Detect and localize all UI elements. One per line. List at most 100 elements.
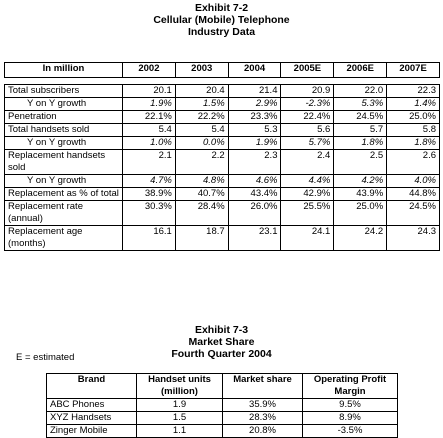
row-label: Replacement rate (annual) [4,200,123,226]
value-cell: 24.5% [386,200,440,226]
note: E = estimated [16,352,75,363]
value-cell: 44.8% [386,187,440,201]
value-cell: 30.3% [122,200,176,226]
value-cell: 2.2 [174,149,229,175]
data-row: Penetration 22.1% 22.2% 23.3% 22.4% 24.5% 25.0… [4,110,440,124]
value-cell: 20.8% [222,424,303,438]
spacer-row [4,77,440,85]
header-row: Brand Handset units (million) Market share… [46,373,398,399]
row-label: Total subscribers [4,84,123,98]
value-cell: 2.1 [122,149,176,175]
data-row: ABC Phones 1.9 35.9% 9.5% [46,398,398,412]
value-cell: 43.4% [227,187,282,201]
spacer-cell [122,77,176,85]
row-label: Replacement handsets sold [4,149,123,175]
value-cell: 9.5% [302,398,398,412]
value-cell: 1.9% [227,136,282,150]
value-cell: 1.8% [333,136,388,150]
data-row: Total handsets sold 5.4 5.4 5.3 5.6 5.7 5.8 [4,123,440,137]
subtitle: Cellular (Mobile) Telephone [153,14,290,26]
value-cell: 5.3% [333,97,388,111]
exhibit-heading: Exhibit 7-3 Market Share Fourth Quarter … [0,324,443,360]
row-label: Y on Y growth [4,174,123,188]
header-cell: 2007E [386,62,440,78]
row-label: Replacement age (months) [4,225,123,251]
value-cell: 2.4 [280,149,335,175]
value-cell: 5.7 [333,123,388,137]
value-cell: 25.5% [280,200,335,226]
value-cell: 4.2% [333,174,388,188]
value-cell: 5.4 [174,123,229,137]
value-cell: -2.3% [280,97,335,111]
subtitle: Market Share [188,336,255,348]
row-label: Y on Y growth [4,136,123,150]
value-cell: 40.7% [174,187,229,201]
row-label: Replacement as % of total [4,187,123,201]
value-cell: 5.6 [280,123,335,137]
value-cell: 1.5% [174,97,229,111]
value-cell: 4.7% [122,174,176,188]
spacer-cell [280,77,334,85]
row-label: Zinger Mobile [46,424,137,438]
value-cell: 20.9 [280,84,335,98]
value-cell: 28.4% [174,200,229,226]
header-cell: In million [4,62,123,78]
subtitle: Fourth Quarter 2004 [171,348,272,360]
value-cell: 25.0% [386,110,440,124]
value-cell: 24.1 [280,225,335,251]
value-cell: 0.0% [174,136,229,150]
row-label: Penetration [4,110,123,124]
value-cell: 1.8% [386,136,440,150]
value-cell: 2.6 [386,149,440,175]
value-cell: 2.9% [227,97,282,111]
spacer-cell [386,77,440,85]
value-cell: 43.9% [333,187,388,201]
title: Exhibit 7-2 [194,2,249,14]
row-label: ABC Phones [46,398,137,412]
value-cell: 5.8 [386,123,440,137]
value-cell: 23.3% [227,110,282,124]
value-cell: 20.4 [174,84,229,98]
title: Exhibit 7-3 [194,324,249,336]
data-row: Y on Y growth 4.7% 4.8% 4.6% 4.4% 4.2% 4.0% [4,174,440,188]
value-cell: 1.9 [136,398,223,412]
spacer-cell [228,77,281,85]
data-row: Replacement handsets sold 2.1 2.2 2.3 2.4 2.5… [4,149,440,175]
value-cell: 22.4% [280,110,335,124]
header-row: In million 2002 2003 2004 2005E 2006E 2007E [4,62,440,78]
spacer-cell [4,77,123,85]
value-cell: 4.6% [227,174,282,188]
value-cell: 2.3 [227,149,282,175]
value-cell: 1.5 [136,411,223,425]
row-label: Y on Y growth [4,97,123,111]
header-cell: 2006E [333,62,388,78]
data-row: Y on Y growth 1.9% 1.5% 2.9% -2.3% 5.3% 1.4% [4,97,440,111]
row-label: XYZ Handsets [46,411,137,425]
header-cell: Market share [222,373,303,399]
value-cell: 1.1 [136,424,223,438]
data-row: Replacement as % of total 38.9% 40.7% 43.4%… [4,187,440,201]
industry-table: In million 2002 2003 2004 2005E 2006E 2007E Tot… [4,62,440,251]
subtitle: Industry Data [187,26,256,38]
value-cell: 18.7 [174,225,229,251]
value-cell: 26.0% [227,200,282,226]
data-row: XYZ Handsets 1.5 28.3% 8.9% [46,411,398,425]
value-cell: 5.4 [122,123,176,137]
value-cell: 1.9% [122,97,176,111]
exhibit-heading: Exhibit 7-2 Cellular (Mobile) Telephone … [0,2,443,38]
value-cell: 24.5% [333,110,388,124]
value-cell: 16.1 [122,225,176,251]
row-label: Total handsets sold [4,123,123,137]
value-cell: 38.9% [122,187,176,201]
spacer-cell [333,77,387,85]
spacer-cell [175,77,229,85]
value-cell: 22.0 [333,84,388,98]
value-cell: 21.4 [227,84,282,98]
market-share-table: Brand Handset units (million) Market share… [46,373,398,438]
value-cell: 42.9% [280,187,335,201]
data-row: Y on Y growth 1.0% 0.0% 1.9% 5.7% 1.8% 1.8% [4,136,440,150]
value-cell: 1.0% [122,136,176,150]
value-cell: 22.1% [122,110,176,124]
value-cell: 4.8% [174,174,229,188]
data-row: Replacement rate (annual) 30.3% 28.4% 26.0%… [4,200,440,226]
